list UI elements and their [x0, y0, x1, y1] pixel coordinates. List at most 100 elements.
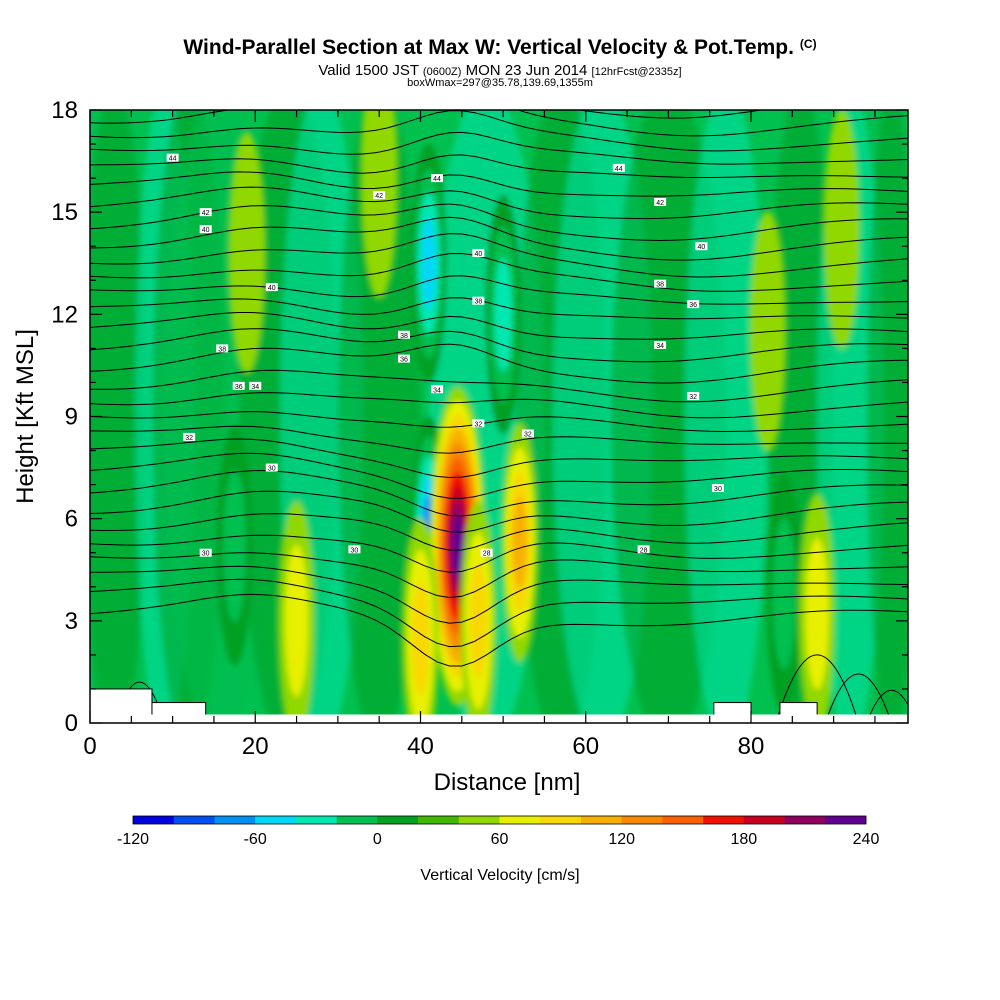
theta-contour-label: 28 [637, 545, 650, 554]
theta-contour-label: 36 [687, 300, 700, 309]
updraft-core [361, 110, 398, 299]
theta-contour-line [866, 690, 908, 723]
theta-label-text: 36 [400, 357, 408, 364]
theta-label-bg [397, 354, 410, 363]
colorbar-swatch [255, 816, 297, 824]
updraft-core [469, 563, 488, 678]
theta-contour-label: 42 [199, 208, 212, 217]
x-tick-label: 20 [242, 733, 269, 760]
theta-contour-label: 40 [199, 225, 212, 234]
downdraft-core [222, 469, 247, 622]
theta-contour-line [90, 369, 908, 403]
field-band [337, 110, 421, 723]
x-axis-label: Distance [nm] [434, 769, 581, 796]
theta-contour-label: 32 [687, 392, 700, 401]
theta-label-bg [472, 296, 485, 305]
terrain-surface [90, 714, 908, 723]
theta-label-bg [232, 381, 245, 390]
theta-contour-line [90, 552, 908, 599]
colorbar-frame [132, 815, 867, 825]
theta-label-bg [521, 429, 534, 438]
theta-label-text: 36 [235, 384, 243, 391]
theta-label-bg [265, 463, 278, 472]
theta-label-bg [199, 208, 212, 217]
y-axis-label: Height [Kft MSL] [12, 329, 39, 504]
updraft-core [284, 544, 309, 697]
theta-contour-label: 34 [654, 340, 667, 350]
theta-contour-label: 36 [232, 381, 245, 391]
theta-label-text: 42 [202, 210, 210, 217]
valid-prefix: Valid 1500 JST [318, 62, 419, 79]
theta-contour-label: 38 [216, 344, 229, 353]
theta-label-text: 36 [689, 302, 697, 309]
theta-contour-line [90, 252, 908, 292]
theta-label-bg [637, 545, 650, 554]
theta-label-bg [612, 163, 625, 172]
updraft-core [512, 495, 527, 590]
theta-label-bg [397, 330, 410, 339]
theta-label-text: 38 [474, 299, 482, 306]
downdraft-core [494, 257, 512, 372]
theta-contour-line [90, 438, 908, 479]
plot-area: 44 44 44 42 42 42 40 40 40 40 38 38 38 38 36 36 36 34 34 34… [90, 110, 908, 723]
theta-contour-line [90, 312, 908, 340]
colorbar-tick-label: 0 [373, 831, 382, 848]
colorbar-label: Vertical Velocity [cm/s] [420, 867, 579, 884]
theta-contour-label: 42 [373, 191, 386, 200]
colorbar-swatch [621, 816, 663, 824]
theta-label-bg [348, 545, 361, 554]
theta-label-text: 38 [656, 282, 664, 289]
theta-contour-line [90, 297, 908, 320]
colorbar-swatch [214, 816, 256, 824]
theta-label-bg [480, 548, 493, 557]
theta-contour-line [90, 275, 908, 305]
colorbar-tick-label: -60 [244, 831, 267, 848]
theta-contour-label: 38 [654, 279, 667, 289]
valid-date: MON 23 Jun 2014 [465, 62, 588, 79]
theta-contour-line [90, 328, 908, 363]
theta-label-text: 44 [433, 176, 441, 183]
theta-label-bg [654, 279, 667, 288]
copyright-mark: (C) [799, 37, 817, 51]
colorbar-swatch [662, 816, 704, 824]
theta-label-text: 44 [169, 156, 177, 163]
theta-contour-line [90, 411, 908, 433]
theta-label-text: 38 [218, 346, 226, 353]
theta-label-text: 38 [400, 333, 408, 340]
theta-label-text: 34 [251, 384, 259, 391]
w-field [90, 110, 908, 723]
theta-contour-label: 40 [265, 283, 278, 292]
valid-utc: (0600Z) [422, 66, 462, 78]
updraft-core [228, 133, 265, 374]
theta-label-text: 30 [714, 486, 722, 493]
theta-label-bg [472, 249, 485, 258]
updraft-core [805, 538, 829, 691]
theta-label-bg [654, 340, 667, 349]
colorbar-swatch [336, 816, 378, 824]
theta-contour-line [90, 425, 908, 454]
theta-label-bg [431, 174, 444, 183]
colorbar-swatch [784, 816, 826, 824]
theta-contour-label: 36 [397, 354, 410, 364]
theta-contour-line [90, 233, 908, 278]
theta-contour-label: 38 [472, 296, 485, 306]
theta-contour-line [90, 490, 908, 533]
theta-label-text: 34 [656, 343, 664, 350]
y-tick-label: 9 [65, 404, 78, 431]
theta-contour-label: 32 [521, 429, 534, 439]
theta-label-bg [711, 484, 724, 493]
colorbar-tick-label: 180 [730, 831, 757, 848]
theta-contour-line [90, 470, 908, 517]
theta-contour-label: 40 [472, 249, 485, 258]
theta-contour-line [90, 186, 908, 220]
x-tick-label: 40 [407, 733, 434, 760]
theta-label-text: 40 [268, 285, 276, 292]
field-band [866, 110, 908, 723]
theta-label-text: 30 [351, 547, 359, 554]
theta-label-bg [216, 344, 229, 353]
theta-contour-line [90, 171, 908, 197]
theta-contour-line [90, 203, 908, 242]
theta-contour-line [824, 673, 892, 723]
